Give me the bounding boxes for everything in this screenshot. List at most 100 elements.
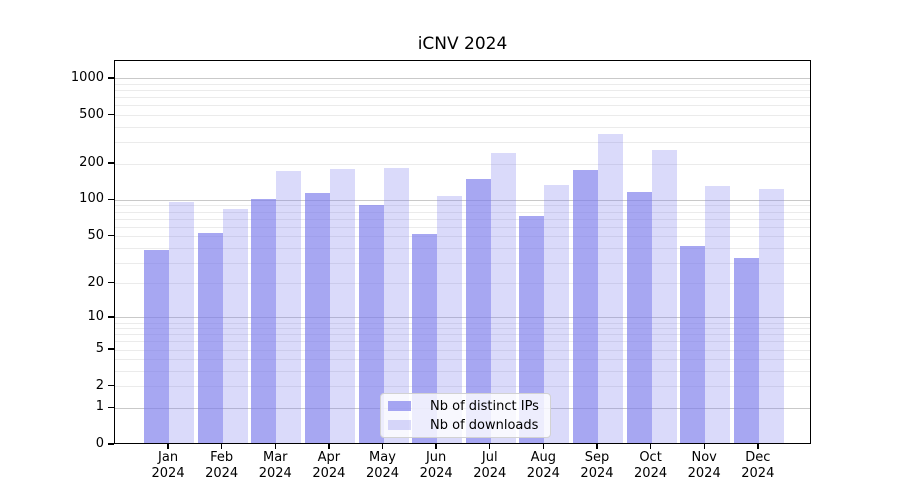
y-tick-label: 20: [87, 274, 104, 290]
legend-row-downloads: Nb of downloads: [387, 416, 544, 434]
y-tick-mark: [108, 316, 114, 318]
gridline-major: [115, 199, 810, 201]
x-tick-year: 2024: [580, 466, 614, 481]
x-tick-month: Feb: [210, 450, 234, 465]
x-tick-mark: [757, 444, 759, 449]
x-tick-mark: [220, 444, 223, 449]
x-tick-mark: [703, 444, 705, 449]
x-tick-month: Aug: [530, 450, 557, 465]
x-tick-year: 2024: [687, 466, 721, 481]
y-tick-mark: [108, 162, 114, 164]
bar-downloads-sep: [597, 134, 623, 443]
bar-distinct-ips-may: [358, 205, 384, 443]
x-tick-label-feb: Feb 2024: [194, 450, 250, 482]
x-tick-label-dec: Dec 2024: [730, 450, 786, 482]
gridline-minor: [115, 126, 810, 128]
bar-distinct-ips-dec: [733, 257, 759, 443]
x-tick-year: 2024: [151, 466, 185, 481]
x-tick-month: Mar: [263, 450, 288, 465]
x-tick-month: Dec: [745, 450, 771, 465]
gridline-minor: [115, 328, 810, 330]
x-tick-label-jan: Jan 2024: [140, 450, 196, 482]
gridline-minor: [115, 236, 810, 238]
legend-label: Nb of distinct IPs: [430, 398, 539, 414]
x-tick-year: 2024: [634, 466, 668, 481]
gridline-major: [115, 78, 810, 80]
gridline-minor: [115, 142, 810, 144]
bar-distinct-ips-feb: [197, 232, 223, 443]
bar-distinct-ips-oct: [626, 192, 652, 443]
gridline-minor: [115, 90, 810, 92]
gridline-minor: [115, 218, 810, 220]
gridline-minor: [115, 205, 810, 207]
y-tick-mark: [108, 348, 114, 350]
legend-swatch-icon: [388, 401, 411, 411]
y-tick-mark: [108, 406, 114, 408]
y-tick-label: 10: [87, 308, 104, 324]
gridline-minor: [115, 247, 810, 249]
x-tick-month: Nov: [691, 450, 717, 465]
legend-row-distinct-ips: Nb of distinct IPs: [387, 397, 544, 415]
x-tick-year: 2024: [741, 466, 775, 481]
bar-downloads-dec: [758, 188, 784, 443]
x-tick-label-aug: Aug 2024: [515, 450, 571, 482]
gridline-minor: [115, 262, 810, 264]
x-tick-mark: [649, 444, 652, 449]
gridline-minor: [115, 105, 810, 107]
x-tick-year: 2024: [312, 466, 346, 481]
bar-distinct-ips-jan: [144, 250, 170, 443]
x-tick-month: Jul: [481, 450, 498, 465]
plot-area: Nb of distinct IPs Nb of downloads: [114, 60, 811, 444]
y-tick-label: 100: [79, 191, 104, 207]
x-tick-label-jul: Jul 2024: [462, 450, 518, 482]
y-tick-mark: [108, 385, 114, 387]
bar-downloads-nov: [705, 185, 731, 443]
x-tick-label-may: May 2024: [355, 450, 411, 482]
y-tick-label: 5: [95, 341, 104, 357]
x-tick-year: 2024: [419, 466, 453, 481]
legend-label: Nb of downloads: [430, 417, 539, 433]
x-tick-label-oct: Oct 2024: [623, 450, 679, 482]
gridline-minor: [115, 341, 810, 343]
legend-swatch-icon: [388, 420, 411, 430]
gridline-minor: [115, 115, 810, 117]
bar-downloads-feb: [222, 208, 248, 443]
gridline-minor: [115, 322, 810, 324]
y-tick-mark: [108, 281, 114, 284]
bar-distinct-ips-nov: [680, 246, 706, 443]
legend: Nb of distinct IPs Nb of downloads: [380, 393, 551, 438]
x-tick-mark: [435, 444, 437, 449]
x-tick-label-jun: Jun 2024: [408, 450, 464, 482]
x-tick-month: May: [369, 450, 396, 465]
x-tick-year: 2024: [258, 466, 292, 481]
gridline-minor: [115, 334, 810, 336]
gridline-major: [115, 317, 810, 319]
y-tick-label: 2: [95, 377, 104, 393]
gridline-minor: [115, 211, 810, 213]
bar-downloads-apr: [329, 169, 355, 443]
x-tick-year: 2024: [473, 466, 507, 481]
y-tick-mark: [108, 77, 114, 79]
x-tick-year: 2024: [205, 466, 239, 481]
y-tick-label: 0: [95, 436, 104, 451]
chart-title: iCNV 2024: [417, 34, 508, 54]
bar-downloads-jan: [169, 201, 195, 443]
gridline-minor: [115, 163, 810, 165]
x-tick-mark: [274, 444, 276, 449]
x-tick-month: Apr: [317, 450, 341, 465]
x-tick-label-sep: Sep 2024: [569, 450, 625, 482]
gridline-minor: [115, 97, 810, 99]
bar-downloads-mar: [276, 170, 302, 443]
gridline-minor: [115, 386, 810, 388]
x-tick-mark: [489, 444, 491, 449]
x-tick-mark: [167, 444, 169, 449]
x-tick-label-nov: Nov 2024: [676, 450, 732, 482]
x-tick-mark: [328, 444, 330, 449]
x-tick-year: 2024: [365, 466, 400, 481]
y-tick-mark: [108, 234, 114, 237]
bar-downloads-oct: [651, 150, 677, 443]
x-tick-month: Sep: [584, 450, 610, 465]
x-tick-label-mar: Mar 2024: [247, 450, 303, 482]
y-tick-label: 200: [79, 155, 104, 170]
